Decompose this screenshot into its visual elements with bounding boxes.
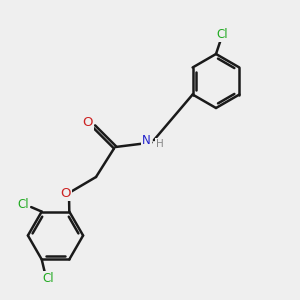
Text: Cl: Cl — [17, 199, 29, 212]
Text: Cl: Cl — [43, 272, 54, 285]
Text: Cl: Cl — [217, 28, 228, 41]
Text: N: N — [142, 134, 151, 147]
Text: O: O — [82, 116, 93, 130]
Text: H: H — [156, 139, 164, 149]
Text: O: O — [60, 187, 71, 200]
